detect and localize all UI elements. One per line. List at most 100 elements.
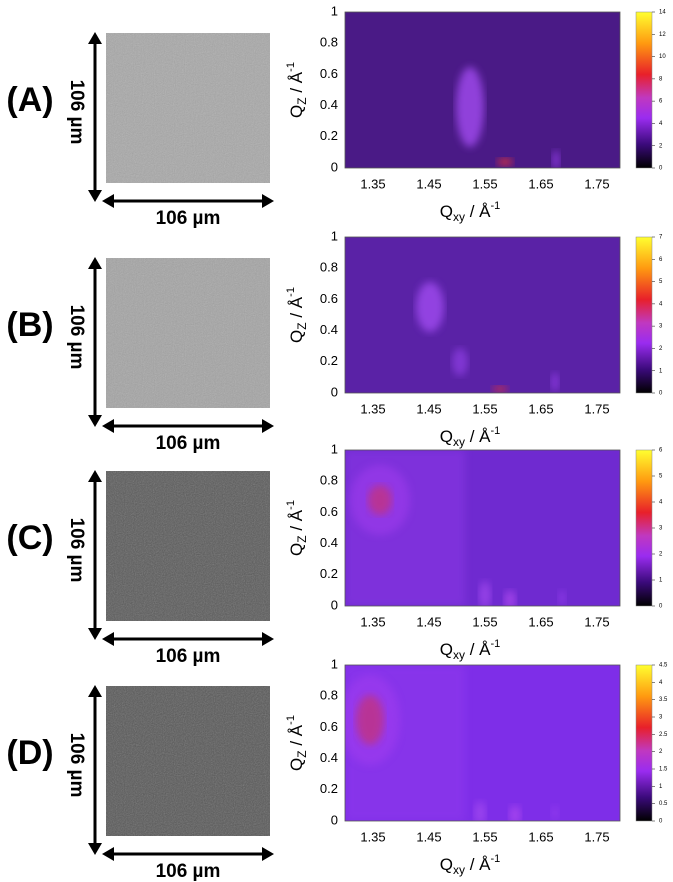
label-unit: / Å [287, 71, 306, 97]
heatmap-features [345, 450, 566, 606]
heatmap-feature [492, 386, 508, 392]
panel-label: (B) [6, 306, 53, 344]
plot-frame [344, 664, 621, 822]
heatmap-features [416, 282, 559, 392]
y-tick-label: 0.8 [320, 688, 338, 703]
label-superscript: -1 [490, 425, 500, 437]
colorbar-tick-label: 2 [659, 143, 663, 149]
colorbar-tick-label: 1 [659, 578, 663, 584]
y-label: QZ / Å-1 [285, 715, 309, 771]
heatmap-feature [551, 372, 559, 392]
heatmap-features [456, 67, 560, 168]
y-tick-label: 0.2 [320, 781, 338, 796]
label-subscript: xy [453, 210, 465, 224]
x-label: Qxy / Å-1 [440, 853, 501, 877]
label-superscript: -1 [285, 287, 297, 297]
micrograph-texture [106, 686, 270, 836]
panel: (A) 106 µm 106 µm 0 0.2 0.4 0.6 0.8 1 1.35 1.45 1.5… [6, 3, 666, 229]
colorbar-tick-label: 4 [659, 301, 663, 307]
y-label: QZ / Å-1 [285, 287, 309, 343]
y-tick-label: 0.6 [320, 291, 338, 306]
scale-label: 106 µm [156, 861, 221, 882]
x-tick-label: 1.75 [584, 829, 609, 844]
y-tick-label: 1 [331, 228, 338, 243]
colorbar-tick-label: 6 [659, 257, 663, 263]
colorbar-tick-label: 3 [659, 715, 663, 721]
colorbar-tick-label: 0 [659, 819, 663, 825]
panel: (D) 106 µm 106 µm 0 0.2 0.4 0.6 0.8 1 1.35 1.45 1.5… [6, 656, 668, 882]
x-tick-label: 1.75 [584, 614, 609, 629]
x-tick-label: 1.45 [416, 614, 441, 629]
x-tick-label: 1.65 [528, 829, 553, 844]
y-tick-label: 0.6 [320, 66, 338, 81]
y-tick-label: 0.8 [320, 473, 338, 488]
label-symbol: Q [440, 202, 453, 221]
x-tick-label: 1.65 [528, 176, 553, 191]
scale-label: 106 µm [66, 733, 87, 798]
colorbar-tick-label: 6 [659, 99, 663, 105]
colorbar-tick-label: 14 [659, 10, 666, 16]
colorbar-tick-label: 12 [659, 32, 666, 38]
x-tick-label: 1.55 [472, 829, 497, 844]
x-tick-label: 1.35 [360, 176, 385, 191]
micrograph-texture [106, 471, 270, 621]
heatmap-feature [474, 801, 486, 821]
heatmap-feature [558, 590, 566, 606]
label-unit: / Å [287, 724, 306, 750]
label-superscript: -1 [490, 638, 500, 650]
colorbar [635, 664, 653, 822]
colorbar-tick-label: 4.5 [659, 663, 668, 669]
heatmap-feature [504, 590, 516, 606]
label-symbol: Q [440, 427, 453, 446]
y-tick-label: 0.2 [320, 128, 338, 143]
micrograph-texture [106, 258, 270, 408]
heatmap-features [345, 665, 559, 821]
label-symbol: Q [440, 640, 453, 659]
label-unit: / Å [465, 202, 491, 221]
label-unit: / Å [465, 427, 491, 446]
x-tick-label: 1.65 [528, 614, 553, 629]
label-superscript: -1 [285, 500, 297, 510]
y-tick-label: 0.4 [320, 97, 338, 112]
y-tick-label: 0 [331, 812, 338, 827]
colorbar-tick-label: 4 [659, 121, 663, 127]
colorbar-tick-label: 1 [659, 368, 663, 374]
x-tick-label: 1.35 [360, 829, 385, 844]
plot-frame [344, 236, 621, 394]
colorbar-tick-label: 4 [659, 680, 663, 686]
x-tick-label: 1.55 [472, 176, 497, 191]
scale-label: 106 µm [66, 305, 87, 370]
y-label: QZ / Å-1 [285, 500, 309, 556]
x-label: Qxy / Å-1 [440, 200, 501, 224]
scale-label: 106 µm [156, 208, 221, 229]
x-tick-label: 1.55 [472, 401, 497, 416]
colorbar-tick-label: 7 [659, 235, 663, 241]
colorbar-tick-label: 0 [659, 391, 663, 397]
y-tick-label: 1 [331, 656, 338, 671]
label-symbol: Q [440, 855, 453, 874]
label-unit: / Å [287, 509, 306, 535]
label-subscript: Z [295, 535, 309, 542]
y-tick-label: 0.4 [320, 750, 338, 765]
label-superscript: -1 [285, 715, 297, 725]
label-unit: / Å [465, 640, 491, 659]
scale-label: 106 µm [66, 80, 87, 145]
colorbar [635, 11, 653, 169]
label-superscript: -1 [285, 62, 297, 72]
heatmap-feature [509, 805, 521, 821]
x-tick-label: 1.45 [416, 401, 441, 416]
colorbar-tick-label: 0 [659, 166, 663, 172]
y-tick-label: 0 [331, 384, 338, 399]
colorbar [635, 236, 653, 394]
colorbar-tick-label: 3.5 [659, 697, 668, 703]
panel-label: (D) [6, 734, 53, 772]
x-tick-label: 1.45 [416, 829, 441, 844]
colorbar-tick-label: 0.5 [659, 801, 668, 807]
heatmap-feature [345, 675, 400, 765]
x-tick-label: 1.65 [528, 401, 553, 416]
scale-label: 106 µm [66, 518, 87, 583]
panel-label: (C) [6, 519, 53, 557]
label-subscript: xy [453, 435, 465, 449]
y-tick-label: 0.8 [320, 260, 338, 275]
plot-frame [344, 449, 621, 607]
